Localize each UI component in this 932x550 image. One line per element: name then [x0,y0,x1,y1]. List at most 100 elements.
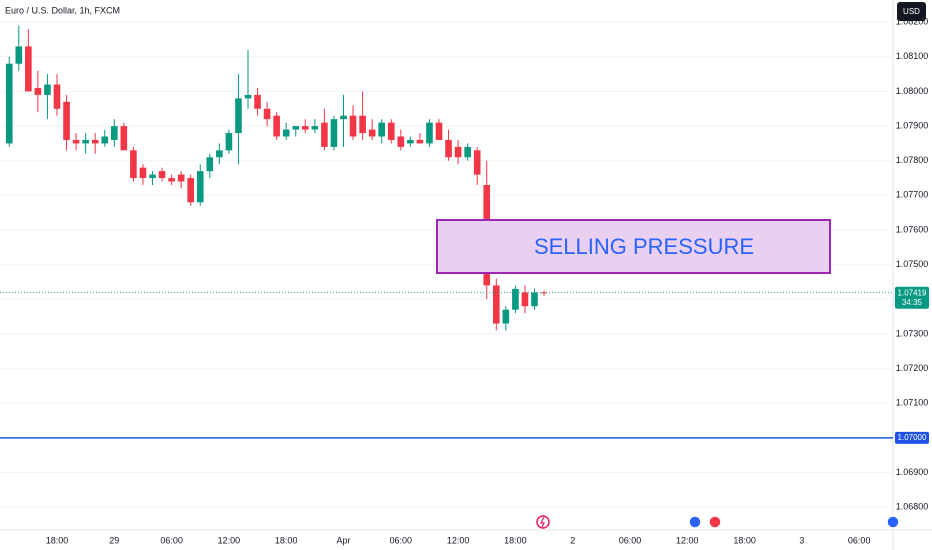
candle-body [244,94,252,99]
candle-body [149,174,156,179]
candle-body [187,178,194,203]
candle-body [512,288,519,310]
x-tick-label: 12:00 [676,535,699,545]
candle-body [177,174,185,182]
candle-body [225,133,233,151]
candle-body [63,101,70,140]
candle-body [273,115,280,137]
candle-body [101,136,109,144]
current-price-bg [895,286,929,309]
candle-body [139,167,147,179]
x-tick-label: 06:00 [160,535,183,545]
y-tick-label: 1.08000 [896,86,929,96]
x-tick-label: 29 [109,535,119,545]
current-price-label: 1.07419 [898,288,927,297]
y-tick-label: 1.07700 [896,190,929,200]
candle-body [426,122,433,144]
level-label: 1.07000 [898,433,927,442]
candle-body [368,129,376,137]
x-tick-label: 18:00 [733,535,756,545]
countdown-label: 34:35 [902,298,923,307]
currency-label[interactable]: USD [903,7,920,16]
candle-body [292,126,300,130]
candle-body [168,178,175,182]
candle-body [521,292,529,307]
chart-title: Euro / U.S. Dollar, 1h, FXCM [5,5,120,15]
x-tick-label: 3 [799,535,804,545]
candle-body [407,139,414,144]
candle-body [416,139,424,144]
event-icon[interactable] [708,515,722,529]
candle-body [216,150,223,158]
x-tick-label: 18:00 [275,535,298,545]
candle-body [321,122,328,147]
candle-body [349,115,357,137]
x-tick-label: 06:00 [619,535,642,545]
candle-body [44,84,51,95]
candle-body [330,119,338,147]
y-tick-label: 1.07200 [896,363,929,373]
candle-body [540,292,548,294]
candle-body [254,94,261,109]
candle-body [53,84,61,109]
event-icon-bolt [540,516,545,528]
x-tick-label: 12:00 [447,535,470,545]
y-tick-label: 1.07100 [896,398,929,408]
x-tick-label: 18:00 [504,535,527,545]
candle-body [531,292,538,307]
y-tick-label: 1.07900 [896,120,929,130]
y-tick-label: 1.06800 [896,502,929,512]
candle-body [72,139,80,144]
candle-body [282,129,290,137]
candle-body [196,171,204,203]
candle-body [435,122,443,140]
candle-body [311,126,319,130]
candle-body [445,139,452,158]
x-tick-label: Apr [336,535,350,545]
event-icon[interactable] [688,515,702,529]
candle-body [15,46,23,64]
candle-body [111,126,118,140]
x-tick-label: 2 [570,535,575,545]
candle-body [397,136,405,147]
candle-body [130,150,137,179]
candle-body [34,87,42,95]
y-tick-label: 1.07800 [896,155,929,165]
currency-button[interactable] [897,2,926,21]
x-tick-label: 12:00 [218,535,241,545]
level-label-bg [895,431,929,444]
x-tick-label: 06:00 [848,535,871,545]
annotation-box [436,219,831,274]
x-tick-label: 18:00 [46,535,69,545]
annotation-text: SELLING PRESSURE [534,234,754,259]
candle-body [464,146,471,158]
candle-body [120,126,128,151]
candle-body [473,150,481,175]
y-tick-label: 1.07500 [896,259,929,269]
event-icon[interactable] [536,515,550,529]
y-tick-label: 1.06900 [896,467,929,477]
candle-body [502,309,510,324]
candle-body [91,139,99,144]
candle-body [340,115,347,120]
candle-body [493,285,500,324]
candle-body [206,157,214,172]
y-tick-label: 1.07300 [896,328,929,338]
candle-body [263,108,271,120]
candle-body [359,115,366,134]
candle-body [302,126,309,130]
y-tick-label: 1.07600 [896,224,929,234]
y-tick-label: 1.08100 [896,51,929,61]
candle-body [235,98,242,134]
candle-body [378,122,385,137]
candle-body [25,46,32,92]
y-tick-label: 1.08200 [896,17,929,27]
candle-body [82,139,89,144]
event-icon[interactable] [886,515,900,529]
x-tick-label: 06:00 [390,535,413,545]
candle-body [5,63,13,144]
candle-body [158,171,166,179]
